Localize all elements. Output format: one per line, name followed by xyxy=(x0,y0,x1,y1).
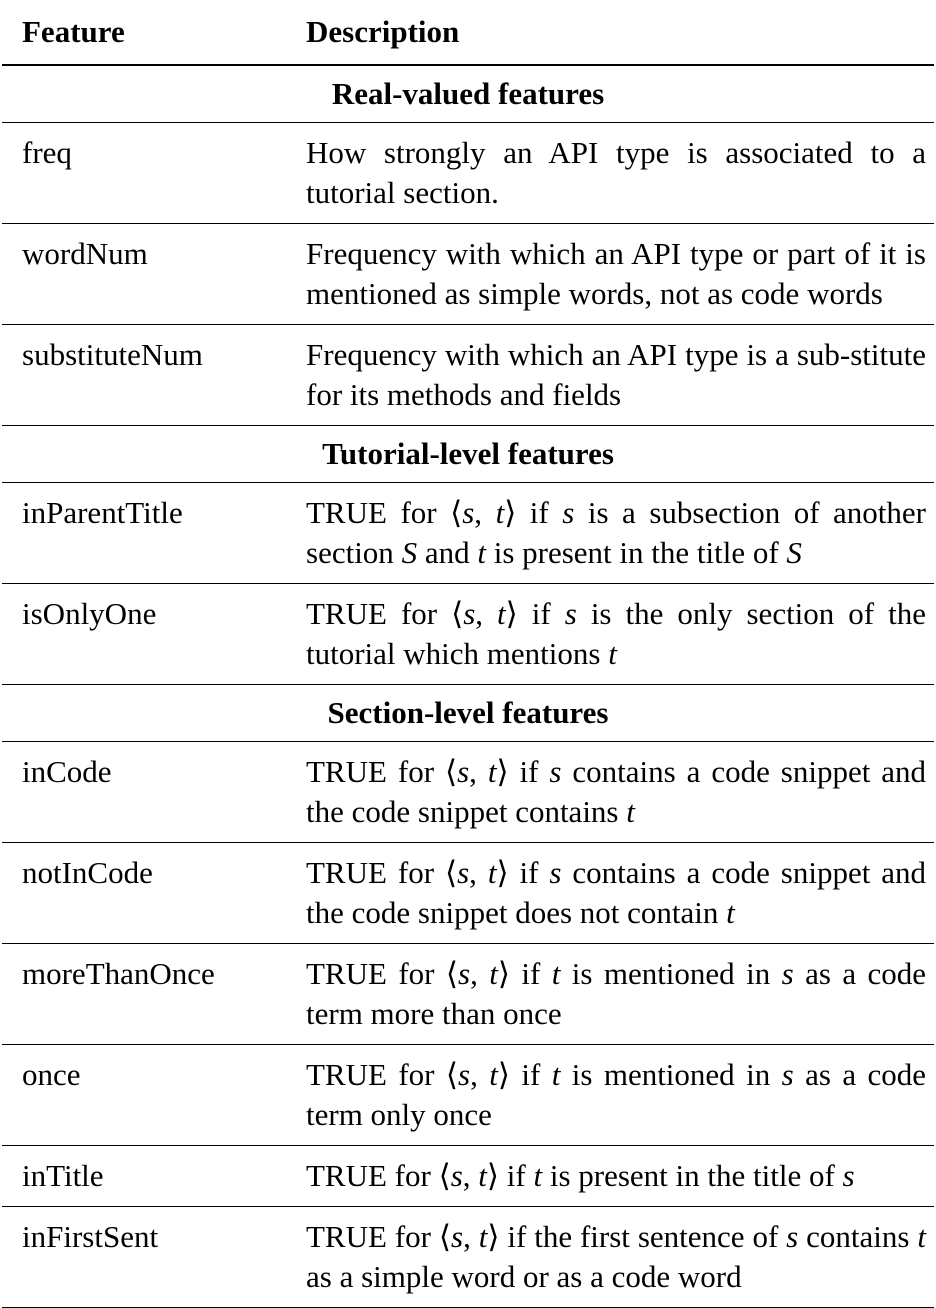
feature-description-cell: TRUE for ⟨s, t⟩ if t is mentioned in s a… xyxy=(284,943,934,1045)
table-row: inParentTitle TRUE for ⟨s, t⟩ if s is a s… xyxy=(2,482,934,584)
group-title: Tutorial-level features xyxy=(2,425,934,483)
feature-description-cell: Frequency with which an API type is a su… xyxy=(284,324,934,426)
group-header-row: Real-valued features xyxy=(2,65,934,123)
feature-name-cell: wordNum xyxy=(2,223,284,325)
table-row: substituteNum Frequency with which an API… xyxy=(2,324,934,426)
feature-description-cell: Frequency with which an API type or part… xyxy=(284,223,934,325)
feature-description-cell: TRUE for ⟨s, t⟩ if s is the only section… xyxy=(284,583,934,685)
feature-name-cell: inCode xyxy=(2,741,284,843)
feature-name-cell: moreThanOnce xyxy=(2,943,284,1045)
feature-column-header: Feature xyxy=(2,0,284,66)
feature-description-cell: TRUE for ⟨s, t⟩ if the first sentence of… xyxy=(284,1206,934,1308)
table-row: once TRUE for ⟨s, t⟩ if t is mentioned in… xyxy=(2,1044,934,1146)
feature-description-cell: TRUE for ⟨s, t⟩ if s contains a code sni… xyxy=(284,842,934,944)
description-column-header: Description xyxy=(284,0,934,66)
group-title: Section-level features xyxy=(2,684,934,742)
feature-description-cell: How strongly an API type is associated t… xyxy=(284,122,934,224)
feature-description-cell: TRUE for ⟨s, t⟩ if s contains a code sni… xyxy=(284,741,934,843)
feature-name-cell: freq xyxy=(2,122,284,224)
feature-name-cell: notInCode xyxy=(2,842,284,944)
feature-name-cell: inFirstSent xyxy=(2,1206,284,1308)
feature-description-cell: TRUE for ⟨s, t⟩ if s is a subsection of … xyxy=(284,482,934,584)
table-body: Real-valued features freq How strongly an … xyxy=(2,65,934,1308)
feature-name-cell: substituteNum xyxy=(2,324,284,426)
table-row: inCode TRUE for ⟨s, t⟩ if s contains a co… xyxy=(2,741,934,843)
group-title: Real-valued features xyxy=(2,65,934,123)
table-row: isOnlyOne TRUE for ⟨s, t⟩ if s is the onl… xyxy=(2,583,934,685)
group-header-row: Tutorial-level features xyxy=(2,425,934,483)
table-row: wordNum Frequency with which an API type … xyxy=(2,223,934,325)
table-row: freq How strongly an API type is associat… xyxy=(2,122,934,224)
table-row: notInCode TRUE for ⟨s, t⟩ if s contains a… xyxy=(2,842,934,944)
feature-name-cell: inTitle xyxy=(2,1145,284,1207)
table-row: inTitle TRUE for ⟨s, t⟩ if t is present i… xyxy=(2,1145,934,1207)
feature-name-cell: inParentTitle xyxy=(2,482,284,584)
feature-name-cell: isOnlyOne xyxy=(2,583,284,685)
feature-name-cell: once xyxy=(2,1044,284,1146)
feature-description-cell: TRUE for ⟨s, t⟩ if t is present in the t… xyxy=(284,1145,934,1207)
table-header-row: Feature Description xyxy=(2,0,934,66)
feature-description-cell: TRUE for ⟨s, t⟩ if t is mentioned in s a… xyxy=(284,1044,934,1146)
group-header-row: Section-level features xyxy=(2,684,934,742)
table-row: moreThanOnce TRUE for ⟨s, t⟩ if t is ment… xyxy=(2,943,934,1045)
table-row: inFirstSent TRUE for ⟨s, t⟩ if the first … xyxy=(2,1206,934,1308)
